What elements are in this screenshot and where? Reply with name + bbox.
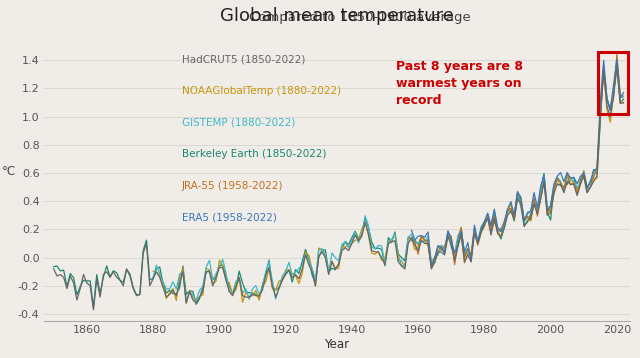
Text: Berkeley Earth (1850-2022): Berkeley Earth (1850-2022) (182, 149, 326, 159)
X-axis label: Year: Year (324, 338, 349, 351)
Text: JRA-55 (1958-2022): JRA-55 (1958-2022) (182, 181, 283, 191)
Y-axis label: °C: °C (1, 165, 15, 178)
Bar (598, 52, 628, 114)
Text: Compared to 1850-1900 average: Compared to 1850-1900 average (249, 11, 471, 24)
Text: NOAAGlobalTemp (1880-2022): NOAAGlobalTemp (1880-2022) (182, 86, 340, 96)
Text: HadCRUT5 (1850-2022): HadCRUT5 (1850-2022) (182, 54, 305, 64)
Text: ERA5 (1958-2022): ERA5 (1958-2022) (182, 212, 276, 222)
Text: GISTEMP (1880-2022): GISTEMP (1880-2022) (182, 117, 295, 127)
Title: Global mean temperature: Global mean temperature (220, 7, 454, 25)
Text: Past 8 years are 8
warmest years on
record: Past 8 years are 8 warmest years on reco… (396, 60, 523, 107)
